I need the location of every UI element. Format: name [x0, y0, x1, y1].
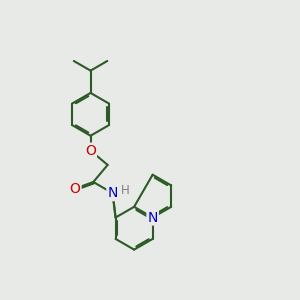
Text: H: H — [121, 184, 130, 197]
Text: N: N — [148, 211, 158, 224]
Text: N: N — [107, 186, 118, 200]
Text: O: O — [70, 182, 81, 196]
Text: O: O — [85, 144, 96, 158]
